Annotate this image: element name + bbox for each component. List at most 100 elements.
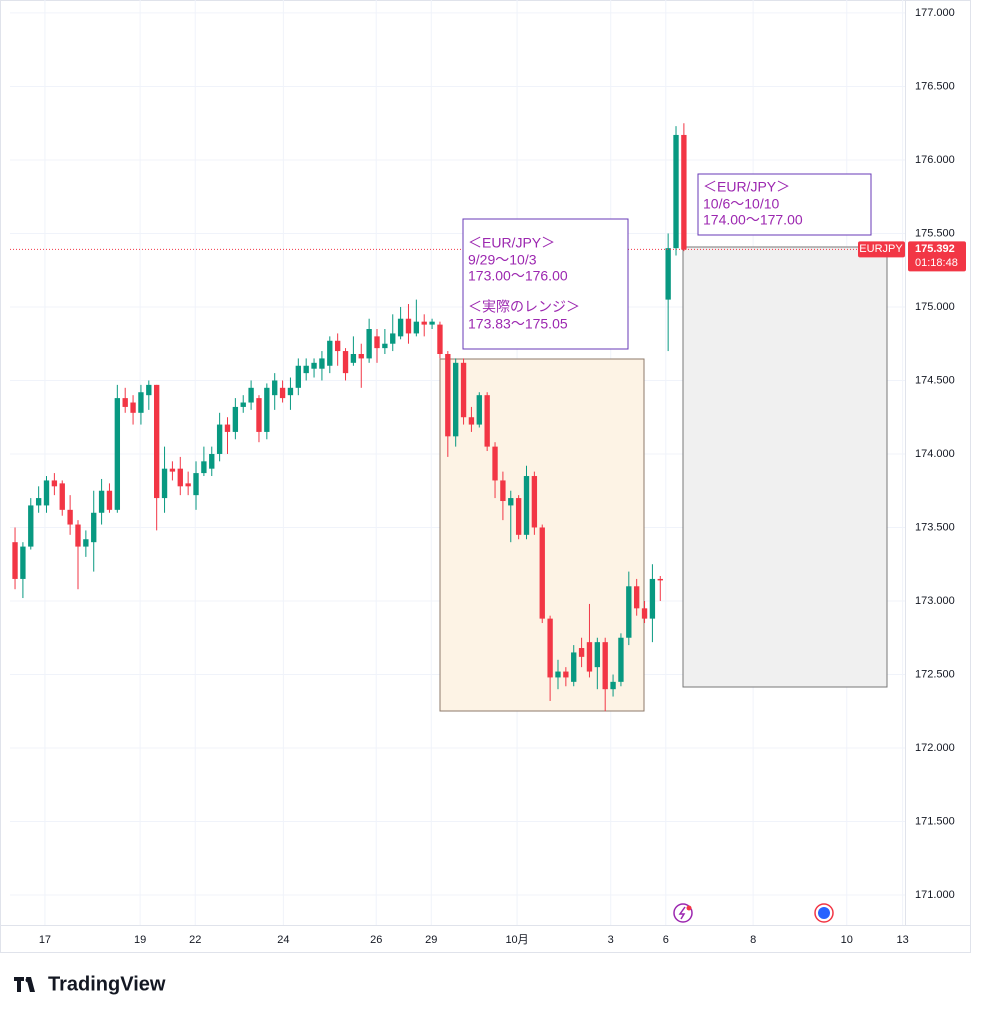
x-tick-label: 3 [608,934,614,946]
y-tick-label: 176.500 [915,80,955,92]
candle-body [161,468,168,499]
candle-body [547,618,553,678]
candle-body [594,642,601,668]
brand-logo [14,977,35,992]
x-tick-label: 24 [277,934,289,946]
candle-body [437,324,443,355]
candle-body [98,490,105,513]
candle-body [279,387,286,399]
candle-body [240,402,246,407]
candle-body [224,424,231,432]
candle-body [531,476,538,528]
candle-body [586,642,593,672]
candle-body [287,387,294,396]
annotation-text: 173.83〜175.05 [468,316,568,332]
x-tick-label: 10 [841,934,853,946]
axes: 171.000 171.500 172.000 172.500 173.000 173.5… [39,7,966,946]
candle-body [272,380,278,396]
candle-body [83,539,89,547]
candle-body [256,398,262,432]
candle-body [468,417,475,425]
candle-body [390,333,396,344]
x-tick-label: 26 [370,934,382,946]
candle-body [12,542,18,579]
candle-body [413,321,420,334]
candle-body [476,395,482,425]
candle-body [201,461,207,474]
candle-body [327,340,333,366]
candle-body [382,343,388,349]
candle-body [681,134,687,250]
y-tick-label: 173.500 [915,521,955,533]
candle-body [138,392,144,413]
annotation-text: 174.00〜177.00 [703,212,803,228]
candle-body [555,671,561,678]
candle-body [649,578,656,619]
candle-body [578,648,585,657]
candle-body [342,351,349,374]
candle-body [397,318,404,337]
annotation-box [462,218,629,350]
candle-body [484,395,490,447]
candle-body [641,608,648,619]
candle-body [618,637,624,682]
candle-body [405,318,412,334]
y-tick-label: 174.000 [915,448,955,460]
candle-body [350,354,357,363]
candle-body [114,398,121,510]
annotation-text: 173.00〜176.00 [468,268,568,284]
symbol-label: EURJPY [859,243,903,255]
annotation-box [697,173,872,236]
candle-body [122,398,128,407]
x-tick-label: 8 [750,934,756,946]
candle-body [602,642,608,690]
annotation-text: ＜EUR/JPY＞ [468,235,555,251]
symbol-label-bg [858,241,905,258]
candle-body [673,134,679,249]
candle-body [59,483,65,510]
candle-body [334,340,341,352]
annotation-text: 10/6〜10/10 [703,196,779,212]
candle-body [295,365,301,388]
brand-logo-dot [25,977,31,983]
candle-body [633,586,640,609]
candle-body [657,578,663,581]
y-tick-label: 176.000 [915,154,955,166]
candle-body [508,498,514,506]
y-tick-label: 175.000 [915,301,955,313]
candle-body [28,505,34,547]
brand-name: TradingView [48,973,166,995]
countdown-label: 01:18:48 [915,257,958,269]
candle-body [75,524,81,547]
candle-body [146,384,152,396]
candle-body [563,671,569,678]
candle-body [169,468,176,472]
candle-body [216,424,223,454]
candles [10,123,905,712]
candle-body [303,365,309,374]
candle-body [500,480,506,502]
y-tick-label: 171.500 [915,815,955,827]
x-tick-label: 29 [425,934,437,946]
annotation-text: 9/29〜10/3 [468,252,537,268]
event-dot [686,905,692,911]
candle-body [51,480,58,487]
candle-body [626,586,632,638]
candle-body [374,336,380,349]
candle-body [43,480,50,506]
candle-body [91,512,97,543]
candle-body [311,362,317,369]
candle-body [523,476,530,535]
candle-body [539,527,545,619]
candle-body [106,490,113,510]
candle-body [515,498,522,535]
candle-body [445,354,451,437]
x-tick-label: 6 [663,934,669,946]
candle-body [319,358,325,369]
candle-body [153,384,160,499]
candle-body [185,483,191,487]
event-icon-globe [818,907,830,919]
candle-body [421,321,427,325]
x-tick-label: 10月 [505,934,528,946]
y-tick-label: 171.000 [915,889,955,901]
